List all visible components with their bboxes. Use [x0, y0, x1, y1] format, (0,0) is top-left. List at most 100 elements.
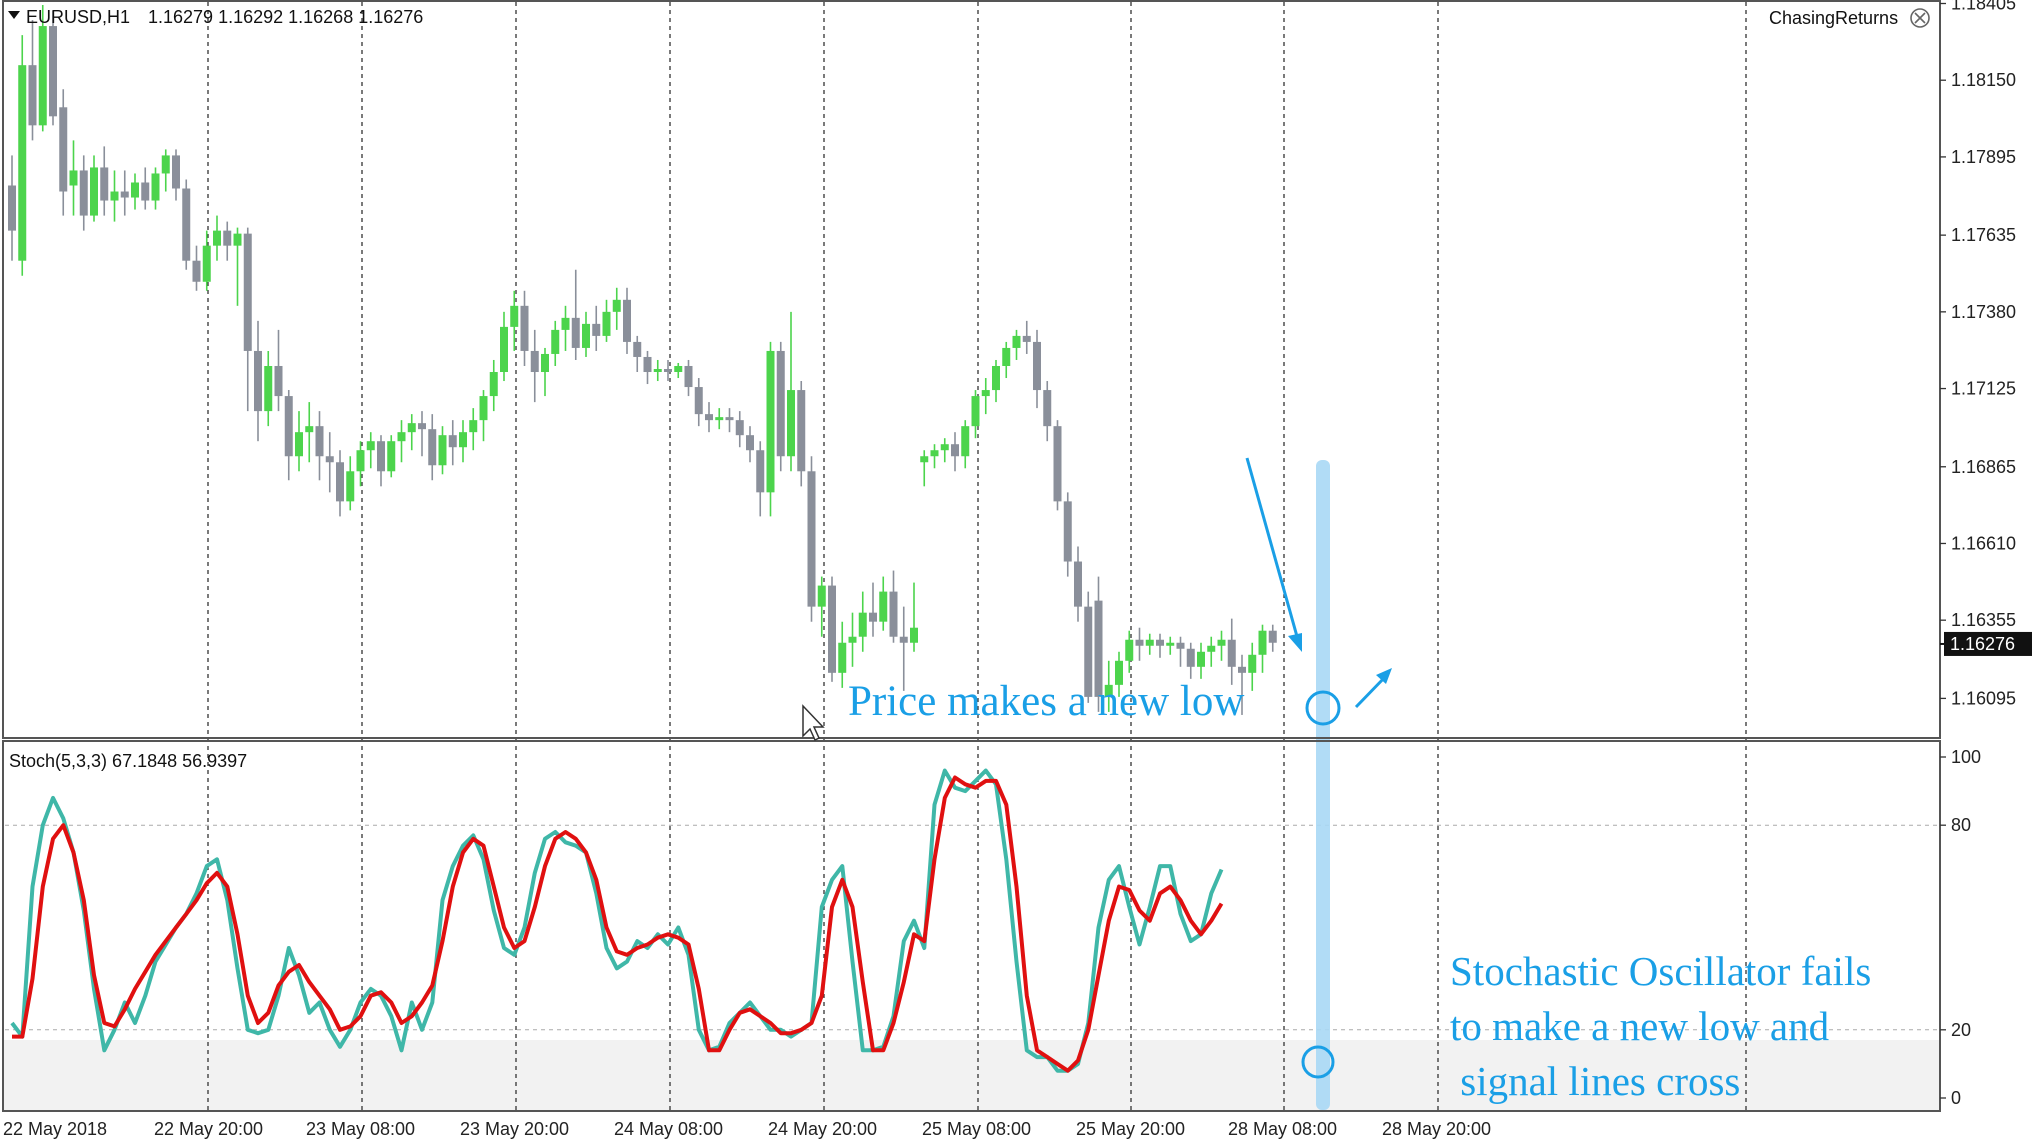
price-tick-label: 1.18405: [1951, 0, 2016, 14]
candle-body: [961, 426, 970, 457]
candle-body: [746, 435, 754, 451]
candle-body: [1176, 642, 1185, 649]
highlight-bar: [1316, 460, 1330, 1110]
price-axis: 1.18405 1.18150 1.17895 1.17635 1.17380 1.171…: [1940, 0, 2016, 708]
close-circle-icon[interactable]: [1910, 8, 1930, 28]
mouse-cursor-icon: [802, 704, 825, 742]
time-tick-label: 25 May 08:00: [922, 1119, 1031, 1139]
candle-body: [1227, 639, 1236, 667]
current-price-box: [1944, 631, 2032, 656]
price-tick-label: 1.18150: [1951, 70, 2016, 90]
candle-body: [530, 350, 539, 373]
candle-body: [448, 435, 457, 448]
stoch-tick-label: 0: [1951, 1088, 1961, 1108]
candle-body: [79, 170, 88, 216]
time-tick-label: 22 May 20:00: [154, 1119, 263, 1139]
candle-body: [1125, 639, 1134, 661]
stochastic-annotation: Stochastic Oscillator fails to make a ne…: [1301, 948, 1871, 1104]
candle-body: [254, 350, 262, 412]
price-annotation-text: Price makes a new low: [848, 678, 1244, 725]
candle-body: [1002, 347, 1011, 366]
candle-body: [838, 642, 847, 673]
candle-body: [1115, 660, 1123, 685]
candle-body: [848, 636, 857, 643]
candle-body: [1186, 648, 1195, 667]
candle-body: [284, 396, 293, 457]
candle-body: [38, 26, 47, 126]
candle-body: [910, 627, 918, 643]
candle-body: [243, 233, 252, 351]
collapse-triangle-icon[interactable]: [8, 11, 20, 19]
down-arrow-icon: [1245, 457, 1300, 641]
time-tick-label: 25 May 20:00: [1076, 1119, 1185, 1139]
time-tick-label: 28 May 08:00: [1228, 1119, 1337, 1139]
price-tick-label: 1.17380: [1951, 302, 2016, 322]
candle-body: [1012, 335, 1021, 348]
candle-body: [387, 441, 396, 472]
candle-body: [305, 426, 314, 433]
candle-body: [592, 323, 601, 336]
chart-header: EURUSD,H1 1.16279 1.16292 1.16268 1.1627…: [8, 7, 1930, 28]
candle-body: [920, 456, 929, 463]
candle-body: [325, 456, 334, 463]
time-tick-label: 28 May 20:00: [1382, 1119, 1491, 1139]
candle-body: [274, 365, 283, 397]
stoch-main-line: [10, 768, 1224, 1073]
candle-body: [981, 390, 990, 397]
down-arrowhead: [1288, 633, 1302, 652]
candle-body: [366, 441, 375, 451]
candle-body: [817, 585, 826, 607]
candle-body: [295, 432, 303, 457]
candle-body: [110, 191, 119, 201]
candle-body: [715, 417, 724, 421]
candle-body: [141, 182, 150, 201]
candle-body: [612, 299, 621, 312]
brand-label: ChasingReturns: [1769, 8, 1898, 28]
candle-body: [213, 230, 221, 246]
candle-body: [1166, 642, 1175, 646]
time-axis: 22 May 2018 22 May 20:00 23 May 08:00 23 Ma…: [3, 1119, 1491, 1139]
candle-body: [346, 471, 355, 502]
candle-body: [131, 182, 139, 198]
time-tick-label: 22 May 2018: [3, 1119, 107, 1139]
time-tick-label: 23 May 08:00: [306, 1119, 415, 1139]
candle-body: [735, 420, 744, 436]
level-lines: [5, 824, 1938, 1031]
candle-body: [182, 188, 191, 261]
up-arrow-icon: [1354, 674, 1388, 709]
candle-body: [100, 167, 109, 201]
candle-body: [377, 441, 385, 472]
candle-body: [1207, 645, 1216, 652]
candle-body: [899, 636, 908, 643]
current-price-marker: 1.16276: [1940, 631, 2032, 656]
time-tick-label: 24 May 08:00: [614, 1119, 723, 1139]
candle-body: [684, 365, 693, 388]
candle-body: [336, 462, 344, 502]
candle-body: [315, 426, 324, 457]
candle-body: [161, 155, 170, 174]
candle-body: [1156, 639, 1164, 646]
stoch-tick-label: 100: [1951, 747, 1981, 767]
stoch-tick-label: 20: [1951, 1020, 1971, 1040]
candle-body: [1022, 335, 1031, 342]
candle-body: [1053, 426, 1062, 502]
candle-body: [828, 585, 836, 673]
candle-body: [643, 356, 652, 373]
candle-body: [233, 233, 242, 246]
candle-body: [930, 450, 939, 457]
candle-body: [510, 305, 519, 327]
cross-circle: [1301, 1045, 1335, 1079]
stoch-signal-line: [12, 775, 1224, 1073]
price-tick-label: 1.17635: [1951, 225, 2016, 245]
stochastic-annotation-line-2: to make a new low and: [1450, 1003, 1829, 1049]
candle-body: [561, 317, 570, 330]
candle-body: [1238, 666, 1246, 673]
candle-body: [787, 390, 795, 457]
candle-body: [571, 317, 580, 348]
candle-body: [879, 591, 888, 622]
candle-body: [418, 423, 426, 430]
candle-body: [500, 326, 508, 373]
candle-body: [551, 329, 560, 354]
candle-body: [49, 26, 57, 117]
